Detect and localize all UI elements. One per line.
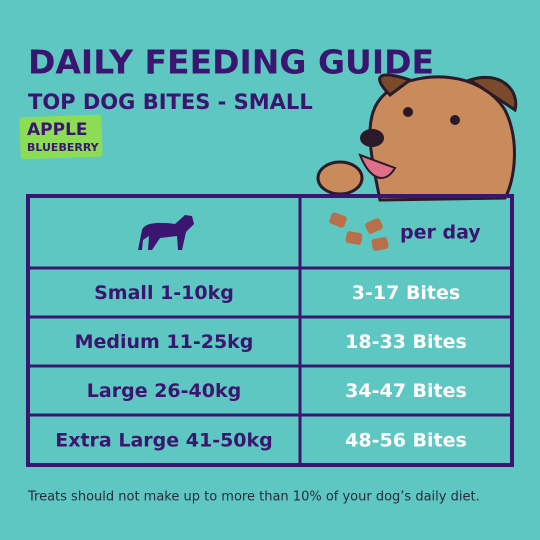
bites-per-day: 18-33 Bites xyxy=(345,331,467,353)
bites-per-day: 48-56 Bites xyxy=(345,430,467,452)
footnote: Treats should not make up to more than 1… xyxy=(27,490,480,505)
title: DAILY FEEDING GUIDE xyxy=(28,43,434,82)
table-border xyxy=(26,194,514,467)
subtitle: TOP DOG BITES - SMALL xyxy=(28,90,313,114)
dog-size: Medium 11-25kg xyxy=(75,331,254,353)
badge: APPLE BLUEBERRY xyxy=(19,114,103,160)
dog-icon xyxy=(138,215,194,250)
bites-per-day: 34-47 Bites xyxy=(345,380,467,402)
badge-line: APPLE xyxy=(27,120,88,140)
badge-bg xyxy=(19,114,103,160)
badge-line: BLUEBERRY xyxy=(27,141,100,154)
dog-size: Small 1-10kg xyxy=(94,282,234,304)
dog-size: Extra Large 41-50kg xyxy=(55,430,273,452)
bites-per-day: 3-17 Bites xyxy=(352,282,460,304)
dog-illustration xyxy=(316,73,518,202)
table-rows: Small 1-10kg 3-17 Bites Medium 11-25kg 18-3… xyxy=(55,282,467,452)
column-header: per day xyxy=(400,222,481,244)
dog-size: Large 26-40kg xyxy=(87,380,241,402)
treats-icon xyxy=(329,212,389,251)
